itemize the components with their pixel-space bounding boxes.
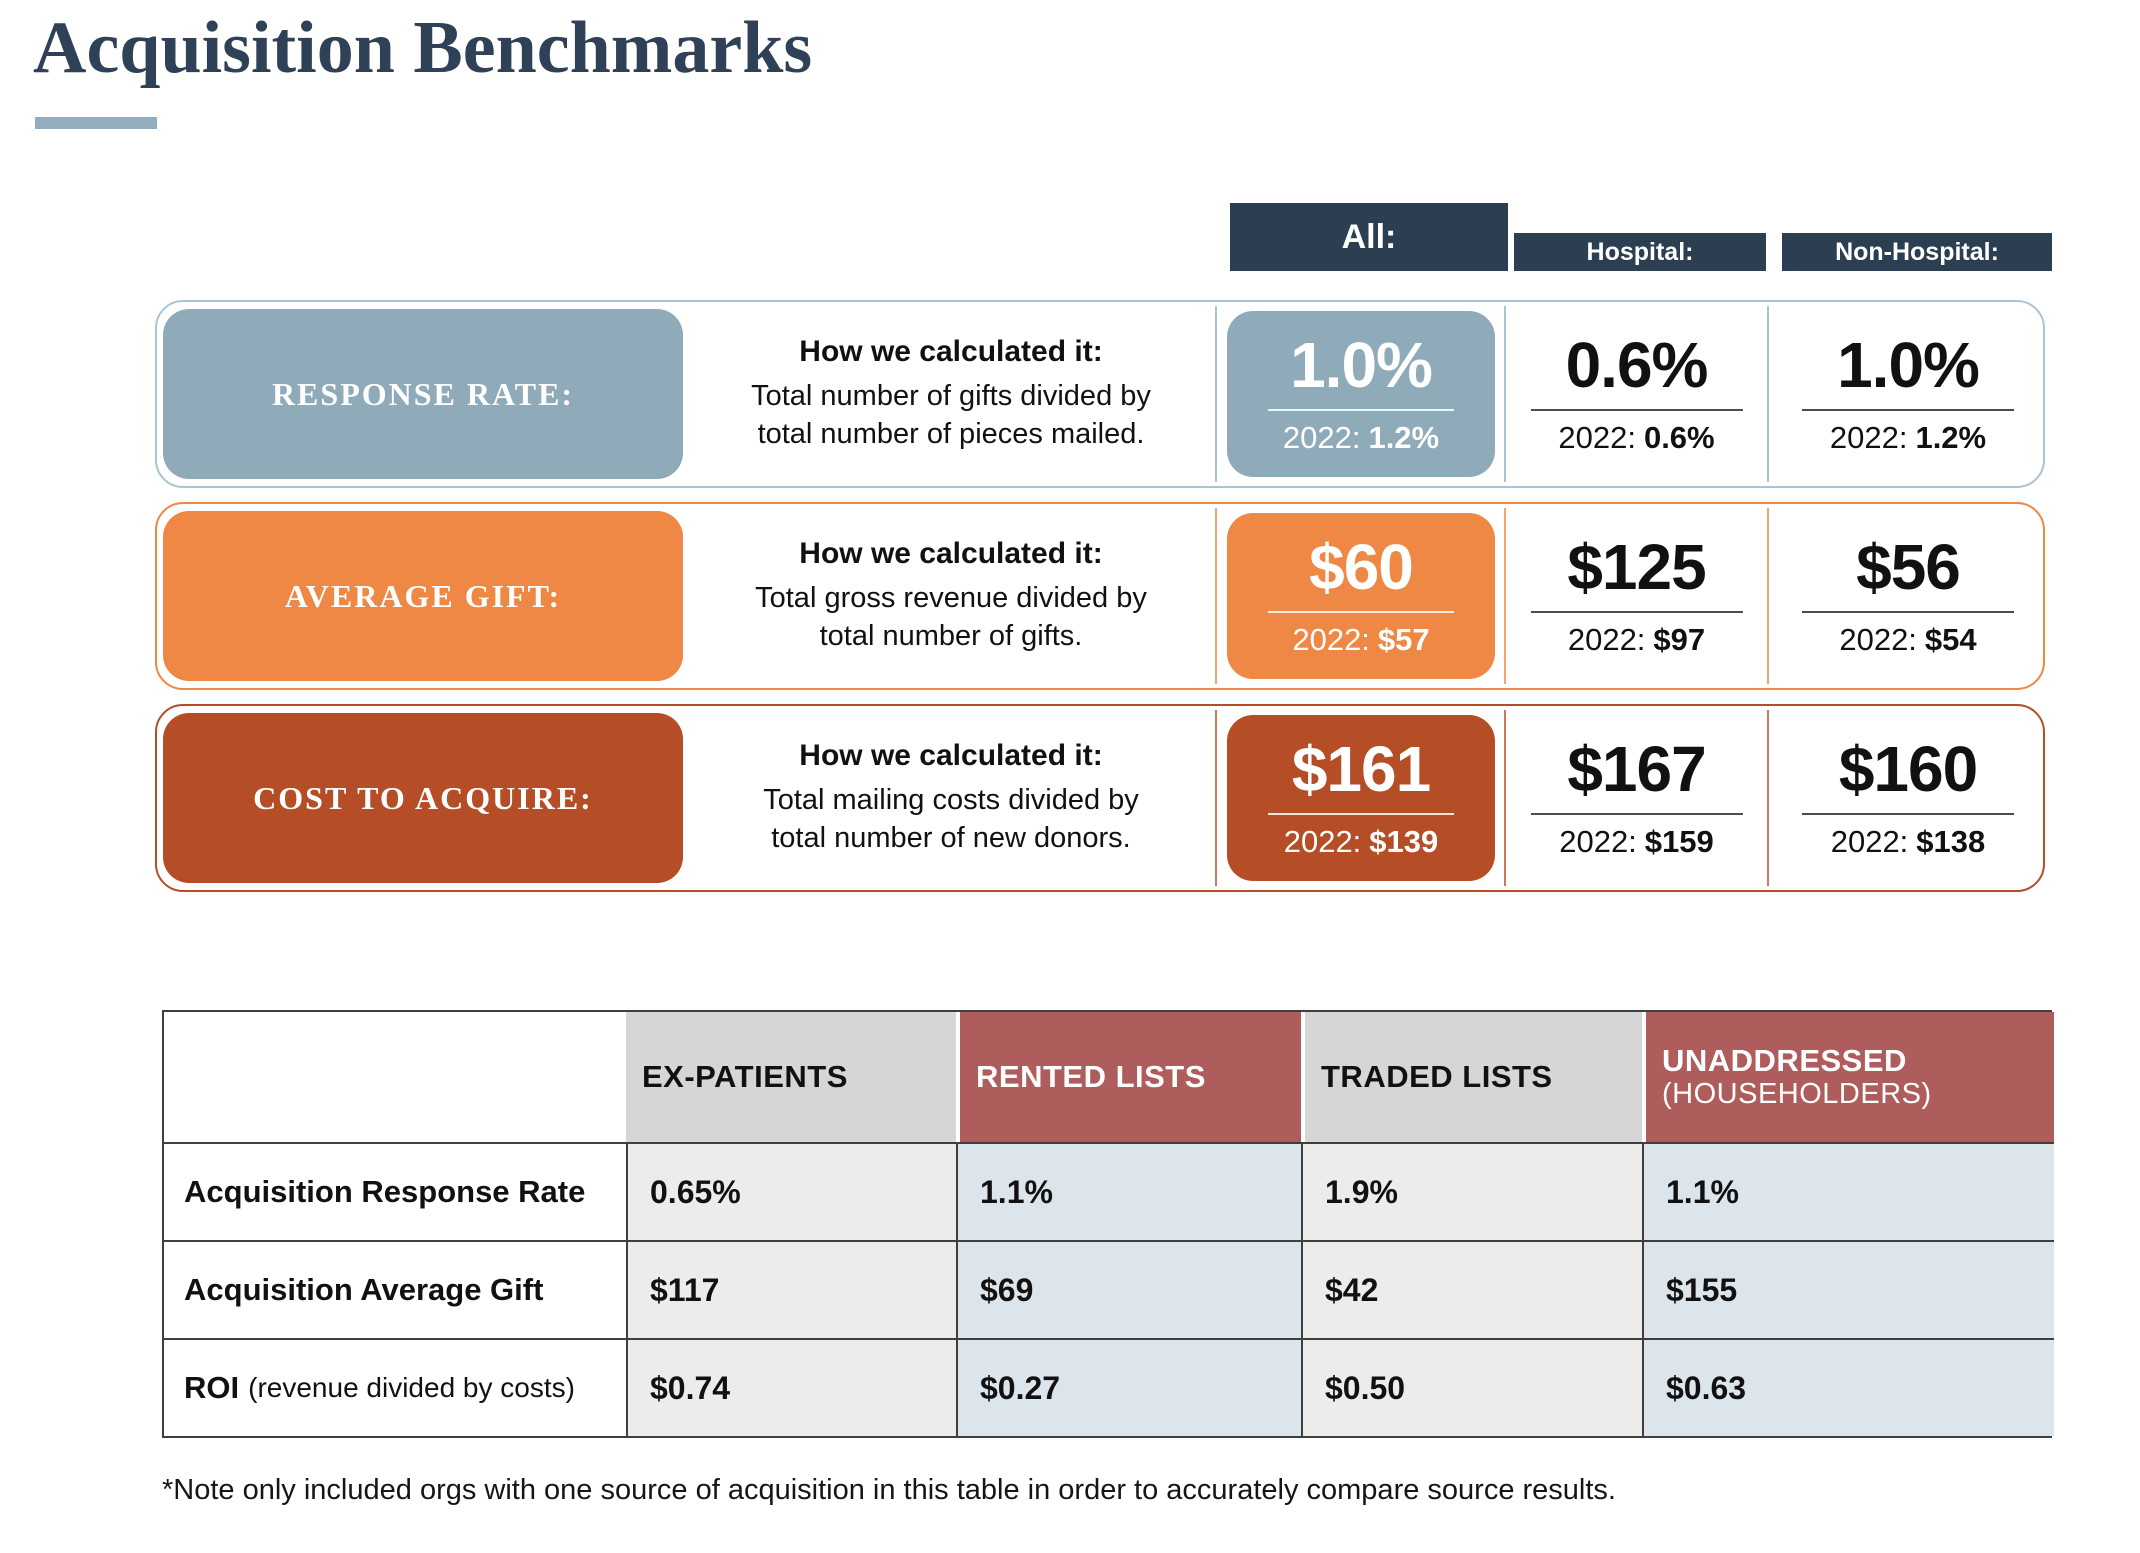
divider	[1215, 306, 1217, 482]
cell-response-rate-ex-patients: 0.65%	[626, 1142, 956, 1240]
page-title: Acquisition Benchmarks	[33, 7, 813, 89]
cell-roi-rented-lists: $0.27	[956, 1338, 1301, 1436]
benchmark-label-average-gift: AVERAGE GIFT:	[163, 511, 683, 681]
value-amount: $161	[1291, 732, 1431, 805]
benchmark-label-response-rate: RESPONSE RATE:	[163, 309, 683, 479]
header-sub: (HOUSEHOLDERS)	[1662, 1078, 1932, 1111]
value-amount: 1.0%	[1837, 328, 1980, 401]
value-amount: $60	[1309, 530, 1414, 603]
value-all-average-gift: $60 2022: $57	[1227, 513, 1495, 679]
divider	[1767, 306, 1769, 482]
value-rule	[1268, 812, 1454, 815]
calc-line: Total mailing costs divided by	[763, 783, 1139, 816]
benchmark-row-cost-to-acquire: COST TO ACQUIRE: How we calculated it: T…	[155, 704, 2045, 892]
column-header-traded-lists: TRADED LISTS	[1301, 1012, 1642, 1142]
value-amount: $56	[1856, 530, 1961, 603]
prior-year-value: 2022: 0.6%	[1558, 419, 1715, 455]
prior-year-value: 2022: $138	[1830, 823, 1986, 859]
benchmark-row-response-rate: RESPONSE RATE: How we calculated it: Tot…	[155, 300, 2045, 488]
footnote: *Note only included orgs with one source…	[162, 1474, 1616, 1506]
value-rule	[1530, 408, 1743, 411]
value-all-response-rate: 1.0% 2022: 1.2%	[1227, 311, 1495, 477]
divider	[1215, 710, 1217, 886]
prior-year-value: 2022: $54	[1839, 621, 1977, 657]
cell-average-gift-unaddressed: $155	[1642, 1240, 2054, 1338]
calc-line: total number of gifts.	[819, 620, 1083, 652]
divider	[1767, 508, 1769, 684]
prior-year-value: 2022: $97	[1567, 621, 1706, 657]
cell-roi-ex-patients: $0.74	[626, 1338, 956, 1436]
value-hospital-response-rate: 0.6% 2022: 0.6%	[1506, 302, 1767, 486]
value-rule	[1802, 610, 2014, 613]
column-header-hospital: Hospital:	[1514, 233, 1766, 271]
divider	[1215, 508, 1217, 684]
row-label-roi: ROI (revenue divided by costs)	[164, 1338, 626, 1436]
divider	[1504, 710, 1506, 886]
header-main: UNADDRESSED	[1662, 1042, 1907, 1078]
cell-average-gift-ex-patients: $117	[626, 1240, 956, 1338]
benchmark-description-cost-to-acquire: How we calculated it: Total mailing cost…	[687, 706, 1215, 890]
calc-line: Total gross revenue divided by	[755, 581, 1147, 614]
value-rule	[1530, 610, 1743, 613]
table-corner-cell	[164, 1012, 626, 1142]
benchmark-description-response-rate: How we calculated it: Total number of gi…	[687, 302, 1215, 486]
divider	[1504, 508, 1506, 684]
cell-roi-traded-lists: $0.50	[1301, 1338, 1642, 1436]
title-accent-bar	[35, 117, 157, 129]
value-rule	[1802, 812, 2014, 815]
value-hospital-average-gift: $125 2022: $97	[1506, 504, 1767, 688]
value-amount: $125	[1567, 530, 1706, 603]
benchmark-row-average-gift: AVERAGE GIFT: How we calculated it: Tota…	[155, 502, 2045, 690]
prior-year-value: 2022: 1.2%	[1829, 419, 1987, 455]
calc-title: How we calculated it:	[799, 334, 1103, 368]
value-non-hospital-cost-to-acquire: $160 2022: $138	[1769, 706, 2047, 890]
value-amount: $160	[1838, 732, 1978, 805]
row-label-acquisition-response-rate: Acquisition Response Rate	[164, 1142, 626, 1240]
prior-year-value: 2022: $139	[1283, 823, 1439, 859]
value-amount: 1.0%	[1290, 328, 1433, 401]
column-header-ex-patients: EX-PATIENTS	[626, 1012, 956, 1142]
calc-title: How we calculated it:	[799, 536, 1103, 570]
cell-response-rate-rented-lists: 1.1%	[956, 1142, 1301, 1240]
benchmark-description-average-gift: How we calculated it: Total gross revenu…	[687, 504, 1215, 688]
cell-roi-unaddressed: $0.63	[1642, 1338, 2054, 1436]
value-hospital-cost-to-acquire: $167 2022: $159	[1506, 706, 1767, 890]
cell-response-rate-unaddressed: 1.1%	[1642, 1142, 2054, 1240]
value-non-hospital-response-rate: 1.0% 2022: 1.2%	[1769, 302, 2047, 486]
cell-average-gift-traded-lists: $42	[1301, 1240, 1642, 1338]
prior-year-value: 2022: 1.2%	[1282, 419, 1440, 455]
cell-response-rate-traded-lists: 1.9%	[1301, 1142, 1642, 1240]
column-header-all: All:	[1230, 203, 1508, 271]
acquisition-source-table: EX-PATIENTS RENTED LISTS TRADED LISTS UN…	[162, 1010, 2054, 1438]
calc-line: total number of new donors.	[771, 822, 1131, 854]
value-rule	[1268, 610, 1454, 613]
calc-line: total number of pieces mailed.	[757, 418, 1145, 450]
value-rule	[1268, 408, 1454, 411]
value-rule	[1530, 812, 1743, 815]
divider	[1504, 306, 1506, 482]
column-header-non-hospital: Non-Hospital:	[1782, 233, 2052, 271]
column-header-rented-lists: RENTED LISTS	[956, 1012, 1301, 1142]
value-rule	[1802, 408, 2014, 411]
benchmark-label-cost-to-acquire: COST TO ACQUIRE:	[163, 713, 683, 883]
divider	[1767, 710, 1769, 886]
value-amount: 0.6%	[1565, 328, 1709, 401]
row-label-acquisition-average-gift: Acquisition Average Gift	[164, 1240, 626, 1338]
column-header-unaddressed: UNADDRESSED (HOUSEHOLDERS)	[1642, 1012, 2054, 1142]
value-amount: $167	[1567, 732, 1706, 805]
calc-line: Total number of gifts divided by	[751, 379, 1151, 412]
prior-year-value: 2022: $57	[1292, 621, 1430, 657]
calc-title: How we calculated it:	[799, 738, 1103, 772]
cell-average-gift-rented-lists: $69	[956, 1240, 1301, 1338]
value-non-hospital-average-gift: $56 2022: $54	[1769, 504, 2047, 688]
prior-year-value: 2022: $159	[1559, 823, 1714, 859]
value-all-cost-to-acquire: $161 2022: $139	[1227, 715, 1495, 881]
